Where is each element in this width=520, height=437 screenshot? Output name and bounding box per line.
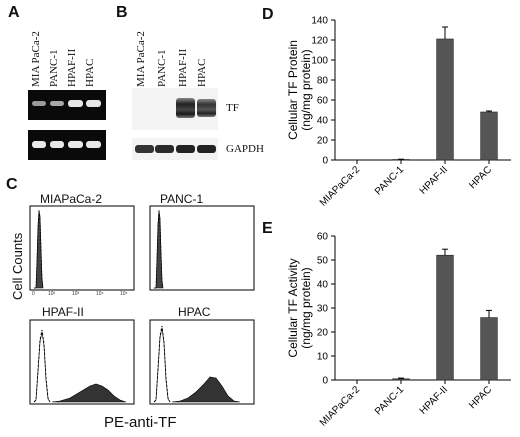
blot-band xyxy=(155,145,174,153)
panel-label-b: B xyxy=(116,4,128,21)
y-tick-label: 140 xyxy=(311,16,328,27)
panel-label-c: C xyxy=(6,176,18,193)
y-tick-label: 120 xyxy=(311,36,328,47)
y-tick-label: 80 xyxy=(317,76,329,87)
y-axis-label-units: (ng/mg protein) xyxy=(299,267,313,348)
bar xyxy=(480,317,498,381)
rt-pcr-gel-control xyxy=(28,130,106,160)
y-tick-label: 20 xyxy=(317,328,329,339)
y-tick-label: 10 xyxy=(317,352,329,363)
y-tick-label: 100 xyxy=(311,56,328,67)
gel-band xyxy=(32,101,46,106)
flow-title-3: HPAF-II xyxy=(42,305,84,319)
panel-label-e: E xyxy=(262,220,273,237)
x-tick-label: PANC-1 xyxy=(373,384,406,417)
blot-band xyxy=(135,145,154,153)
y-tick-label: 60 xyxy=(317,96,329,107)
y-tick-label: 0 xyxy=(322,156,328,167)
bar xyxy=(436,254,454,381)
blot-band xyxy=(197,145,216,153)
flow-title-4: HPAC xyxy=(178,305,211,319)
panel-label-a: A xyxy=(8,4,20,21)
gel-band xyxy=(50,101,64,106)
y-tick-label: 40 xyxy=(317,116,329,127)
blot-band xyxy=(176,98,195,118)
flow-hist-4 xyxy=(149,319,255,405)
x-tick-label: MIAPaCa-2 xyxy=(318,384,363,429)
blot-band xyxy=(197,99,216,117)
flow-title-2: PANC-1 xyxy=(160,192,204,206)
gel-band xyxy=(68,100,83,107)
y-tick-label: 20 xyxy=(317,136,329,147)
y-axis-label-units: (ng/mg protein) xyxy=(299,49,313,130)
x-tick-label: HPAF-II xyxy=(418,384,450,416)
panel-label-d: D xyxy=(262,6,274,23)
gel-band xyxy=(50,141,64,148)
flow-hist-1 xyxy=(29,205,135,291)
y-tick-label: 0 xyxy=(322,376,328,387)
blot-band xyxy=(176,145,195,153)
gel-band xyxy=(86,141,101,148)
flow-xlabel: PE-anti-TF xyxy=(104,414,177,431)
gel-band xyxy=(32,141,46,148)
western-blot-tf xyxy=(132,88,218,130)
flow-tick: 10⁵ xyxy=(120,291,128,297)
flow-tick: 10² xyxy=(48,291,56,297)
gel-band xyxy=(86,100,101,107)
blot-label-gapdh: GAPDH xyxy=(226,143,264,155)
gel-band xyxy=(68,141,83,148)
blot-label-tf: TF xyxy=(226,102,239,114)
western-blot-gapdh xyxy=(132,138,218,160)
y-tick-label: 60 xyxy=(317,232,329,243)
flow-tick: 0 xyxy=(32,291,35,297)
y-tick-label: 50 xyxy=(317,256,329,267)
flow-title-1: MIAPaCa-2 xyxy=(40,192,103,206)
x-tick-label: HPAC xyxy=(467,384,494,411)
flow-hist-3 xyxy=(29,319,135,405)
y-axis-label: Cellular TF Activity xyxy=(286,258,300,357)
y-tick-label: 30 xyxy=(317,304,329,315)
flow-hist-2 xyxy=(149,205,255,291)
y-axis-label: Cellular TF Protein xyxy=(286,40,300,140)
bar xyxy=(392,378,410,381)
flow-tick: 10⁴ xyxy=(96,291,104,297)
flow-tick: 10³ xyxy=(72,291,80,297)
y-tick-label: 40 xyxy=(317,280,329,291)
rt-pcr-gel-tf xyxy=(28,90,106,120)
